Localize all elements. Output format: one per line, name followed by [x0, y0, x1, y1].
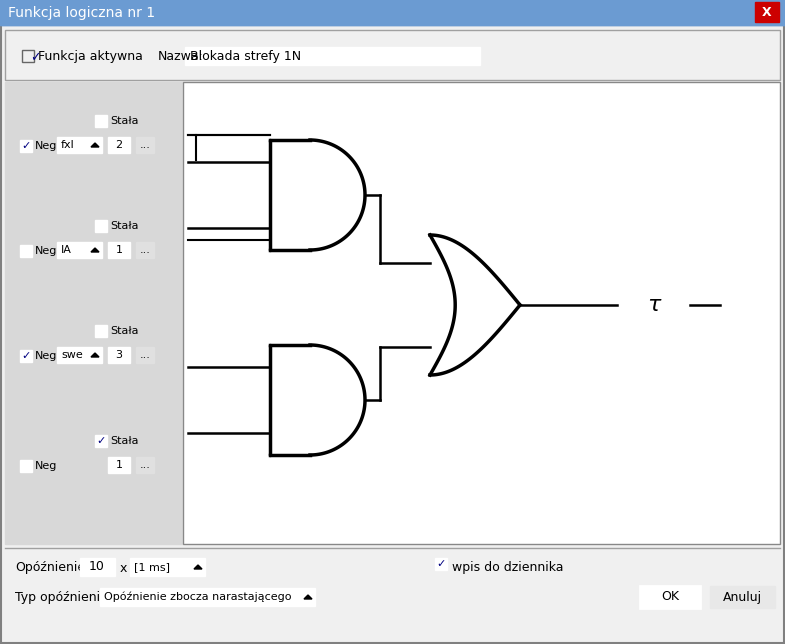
Polygon shape [304, 595, 312, 599]
Bar [0, 0, 785, 25]
Bar [183, 82, 780, 544]
Text: Neg: Neg [35, 351, 57, 361]
Bar [5, 30, 780, 80]
Bar [20, 245, 32, 257]
Bar [22, 50, 34, 62]
Bar [95, 325, 107, 337]
Bar [57, 137, 102, 153]
Bar [136, 457, 154, 473]
Bar [20, 460, 32, 472]
Text: ✓: ✓ [30, 52, 41, 64]
Text: Blokada strefy 1N: Blokada strefy 1N [190, 50, 301, 62]
Bar [183, 82, 780, 544]
Bar [136, 137, 154, 153]
Text: ✓: ✓ [436, 559, 446, 569]
Text: Anuluj: Anuluj [722, 591, 761, 603]
Bar [57, 347, 102, 363]
Text: Neg: Neg [35, 141, 57, 151]
Text: 1: 1 [115, 460, 122, 470]
Bar [20, 350, 32, 362]
Bar [755, 2, 779, 22]
Text: Funkcja aktywna: Funkcja aktywna [38, 50, 143, 62]
Text: 10: 10 [89, 560, 105, 574]
Text: ✓: ✓ [21, 351, 31, 361]
Bar [5, 82, 183, 544]
Text: ...: ... [140, 140, 151, 150]
Text: IA: IA [61, 245, 72, 255]
Text: Funkcja logiczna nr 1: Funkcja logiczna nr 1 [8, 6, 155, 19]
Bar [108, 457, 130, 473]
Bar [100, 588, 315, 606]
Text: wpis do dziennika: wpis do dziennika [452, 560, 564, 574]
Text: Stała: Stała [110, 221, 138, 231]
Bar [435, 558, 447, 570]
Text: X: X [762, 6, 772, 19]
Polygon shape [91, 143, 99, 147]
Bar [20, 140, 32, 152]
Bar [108, 137, 130, 153]
Text: Neg: Neg [35, 246, 57, 256]
Bar [710, 586, 775, 608]
Bar [136, 242, 154, 258]
Text: OK: OK [661, 591, 679, 603]
Text: Stała: Stała [110, 436, 138, 446]
Bar [95, 435, 107, 447]
Text: ✓: ✓ [97, 436, 106, 446]
Text: ...: ... [140, 245, 151, 255]
Bar [620, 290, 690, 320]
Text: 1: 1 [115, 245, 122, 255]
Bar [185, 47, 480, 65]
Text: 2: 2 [115, 140, 122, 150]
Text: 3: 3 [115, 350, 122, 360]
Bar [130, 558, 205, 576]
Text: Stała: Stała [110, 326, 138, 336]
Text: Opóźnienie zbocza narastającego: Opóźnienie zbocza narastającego [104, 592, 291, 602]
Text: Neg: Neg [35, 461, 57, 471]
Text: fxl: fxl [61, 140, 75, 150]
Bar [108, 242, 130, 258]
Text: ...: ... [140, 350, 151, 360]
Text: swe: swe [61, 350, 82, 360]
Bar [136, 347, 154, 363]
Polygon shape [194, 565, 202, 569]
Bar [57, 242, 102, 258]
Bar [95, 220, 107, 232]
Text: ...: ... [140, 460, 151, 470]
Text: $\tau$: $\tau$ [648, 295, 663, 315]
Text: Opóźnienie: Opóźnienie [15, 562, 85, 574]
Bar [95, 115, 107, 127]
Polygon shape [91, 353, 99, 357]
Text: Nazwa:: Nazwa: [158, 50, 204, 62]
Text: [1 ms]: [1 ms] [134, 562, 170, 572]
Text: Stała: Stała [110, 116, 138, 126]
Polygon shape [91, 248, 99, 252]
Bar [80, 558, 115, 576]
Text: Typ opóźnienia:: Typ opóźnienia: [15, 591, 112, 605]
Bar [640, 586, 700, 608]
Bar [108, 347, 130, 363]
Text: x: x [120, 562, 127, 574]
Text: ✓: ✓ [21, 141, 31, 151]
